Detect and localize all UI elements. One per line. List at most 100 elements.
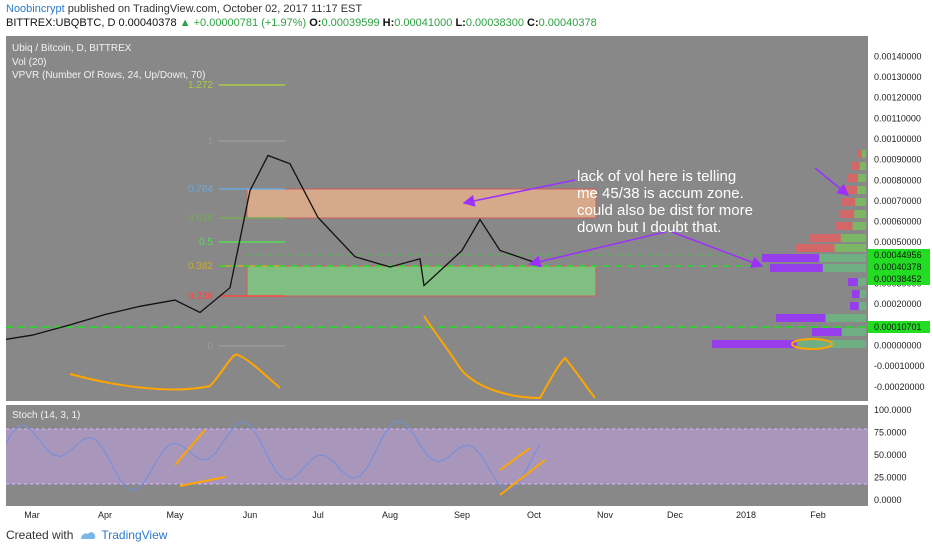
close-label: C: bbox=[527, 17, 539, 29]
vpvr-bar bbox=[810, 234, 866, 242]
price-tick-label: 0.00100000 bbox=[874, 134, 922, 144]
stoch-tick-label: 75.0000 bbox=[874, 428, 907, 438]
vpvr-bar bbox=[776, 314, 866, 322]
published-text: published on TradingView.com, October 02… bbox=[67, 3, 363, 15]
legend-main: Ubiq / Bitcoin, D, BITTREX bbox=[12, 43, 132, 54]
vpvr-bar bbox=[795, 244, 865, 252]
price-axis-ticks: 0.00140000 0.00130000 0.00120000 0.00110000… bbox=[874, 51, 925, 391]
up-arrow-icon: ▲ bbox=[179, 17, 191, 29]
stoch-trend-1 bbox=[174, 429, 206, 466]
vpvr-bar bbox=[762, 254, 866, 262]
price-tick-label: 0.00060000 bbox=[874, 217, 922, 227]
stoch-axis[interactable] bbox=[868, 405, 932, 506]
badge-current: 0.00040378 bbox=[874, 262, 922, 272]
vpvr-bar-up bbox=[857, 186, 866, 194]
time-tick-label: Feb bbox=[810, 510, 826, 520]
price-tick-label: 0.00090000 bbox=[874, 155, 922, 165]
vpvr-bar bbox=[840, 210, 866, 218]
arrow-to-peak bbox=[462, 179, 576, 207]
price-tick-label: 0.00080000 bbox=[874, 175, 922, 185]
vpvr-bar-up bbox=[855, 198, 866, 206]
vpvr-bar bbox=[852, 290, 866, 298]
price-tick-label: 0.00070000 bbox=[874, 196, 922, 206]
high-label: H: bbox=[382, 17, 395, 29]
vpvr-bar bbox=[836, 222, 866, 230]
volume-curve-1 bbox=[69, 353, 281, 391]
vpvr-bar-up bbox=[859, 290, 866, 298]
footer: Created with TradingView bbox=[6, 528, 167, 542]
vpvr-bar-up bbox=[858, 302, 866, 310]
low-value: 0.00038300 bbox=[465, 17, 524, 29]
chart-legend: Ubiq / Bitcoin, D, BITTREX Vol (20) VPVR… bbox=[12, 43, 205, 81]
tradingview-brand[interactable]: TradingView bbox=[79, 528, 167, 542]
annotation: lack of vol here is telling me 45/38 is … bbox=[577, 168, 753, 236]
fib-label-05: 0.5 bbox=[199, 237, 213, 248]
legend-vpvr: VPVR (Number Of Rows, 24, Up/Down, 70) bbox=[12, 70, 205, 81]
arrow-to-vpvr-top bbox=[814, 167, 850, 196]
stoch-trend-2 bbox=[179, 476, 226, 487]
badge-upper: 0.00044956 bbox=[874, 250, 922, 260]
stoch-trend-3 bbox=[499, 447, 531, 471]
fib-label-1: 1 bbox=[207, 136, 213, 147]
vpvr-bar bbox=[712, 340, 866, 348]
high-value: 0.00041000 bbox=[394, 17, 453, 29]
price-tick-label: 0.00110000 bbox=[874, 113, 921, 123]
time-tick-label: May bbox=[166, 510, 184, 520]
stoch-band bbox=[6, 429, 868, 484]
time-tick-label: Nov bbox=[597, 510, 614, 520]
time-tick-label: Oct bbox=[527, 510, 542, 520]
vpvr-bar-up bbox=[852, 222, 866, 230]
fib-label-0236: 0.236 bbox=[188, 291, 213, 302]
stoch-axis-ticks: 100.0000 75.0000 50.0000 25.0000 0.0000 bbox=[874, 405, 912, 505]
badge-base: 0.00010701 bbox=[874, 322, 922, 332]
legend-volume: Vol (20) bbox=[12, 57, 46, 68]
fib-label-1272: 1.272 bbox=[188, 80, 213, 91]
price-tick-label: 0.00120000 bbox=[874, 93, 922, 103]
vpvr-bar-up bbox=[834, 244, 866, 252]
vpvr-profile bbox=[712, 150, 866, 348]
stoch-k-line bbox=[5, 420, 541, 492]
price-tick-label: 0.00130000 bbox=[874, 72, 922, 82]
time-tick-label: Jul bbox=[312, 510, 324, 520]
price-tick-label: 0.00050000 bbox=[874, 237, 922, 247]
time-tick-label: Dec bbox=[667, 510, 684, 520]
fib-label-0618: 0.618 bbox=[188, 213, 213, 224]
fib-labels: 1.272 1 0.764 0.618 0.5 0.382 0.236 0 bbox=[188, 80, 213, 352]
time-tick-label: Sep bbox=[454, 510, 470, 520]
last-price: 0.00040378 bbox=[118, 17, 177, 29]
badge-lower: 0.00038452 bbox=[874, 274, 922, 284]
price-series bbox=[5, 154, 535, 340]
open-value: 0.00039599 bbox=[321, 17, 380, 29]
fib-zone bbox=[246, 188, 597, 219]
arrow-to-price bbox=[528, 231, 666, 268]
price-badges: 0.00044956 0.00040378 0.00038452 0.00010… bbox=[868, 249, 930, 333]
vpvr-bar-up bbox=[825, 314, 866, 322]
time-tick-label: Mar bbox=[24, 510, 40, 520]
symbol-info: BITTREX:UBQBTC, D 0.00040378 ▲ +0.000007… bbox=[6, 17, 597, 29]
arrow-to-vpvr bbox=[671, 231, 764, 268]
vpvr-bar-up bbox=[822, 264, 866, 272]
stoch-legend: Stoch (14, 3, 1) bbox=[12, 410, 80, 421]
fib-label-0: 0 bbox=[207, 341, 213, 352]
author-link[interactable]: Noobincrypt bbox=[6, 3, 65, 15]
vpvr-bar-up bbox=[854, 210, 866, 218]
volume-curve-2 bbox=[423, 315, 596, 400]
vpvr-bar-up bbox=[859, 162, 866, 170]
tradingview-logo-icon bbox=[81, 532, 96, 539]
vpvr-bar bbox=[850, 302, 866, 310]
price-axis[interactable] bbox=[868, 36, 932, 401]
annotation-line-1: lack of vol here is telling bbox=[577, 168, 736, 185]
annotation-line-4: down but I doubt that. bbox=[577, 219, 721, 236]
vpvr-bar bbox=[812, 328, 866, 336]
publish-info: Noobincrypt published on TradingView.com… bbox=[6, 3, 362, 15]
price-tick-label: -0.00010000 bbox=[874, 361, 925, 371]
close-value: 0.00040378 bbox=[538, 17, 597, 29]
created-with-text: Created with bbox=[6, 528, 74, 542]
vpvr-bar-up bbox=[840, 234, 866, 242]
low-label: L: bbox=[455, 17, 466, 29]
price-tick-label: 0.00000000 bbox=[874, 341, 922, 351]
fib-lines bbox=[219, 84, 285, 347]
vpvr-bar-up bbox=[841, 328, 866, 336]
open-label: O: bbox=[309, 17, 322, 29]
